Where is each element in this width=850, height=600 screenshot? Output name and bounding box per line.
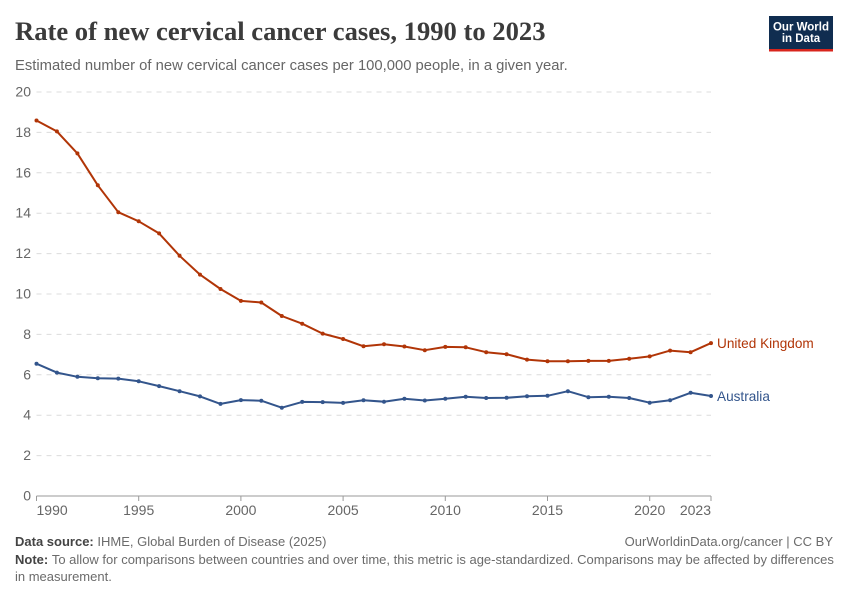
svg-text:2015: 2015	[532, 502, 563, 518]
svg-text:2023: 2023	[680, 502, 711, 518]
svg-text:Our World: Our World	[773, 22, 829, 34]
svg-text:10: 10	[15, 286, 31, 302]
svg-text:2: 2	[23, 447, 31, 463]
svg-text:in measurement.: in measurement.	[15, 569, 112, 584]
svg-text:6: 6	[23, 366, 31, 382]
svg-text:16: 16	[15, 164, 31, 180]
svg-text:12: 12	[15, 245, 31, 261]
svg-text:in Data: in Data	[782, 33, 821, 45]
svg-text:1990: 1990	[37, 502, 68, 518]
svg-text:18: 18	[15, 124, 31, 140]
svg-text:Data source: IHME, Global Burd: Data source: IHME, Global Burden of Dise…	[15, 534, 326, 549]
svg-text:Rate of new cervical cancer ca: Rate of new cervical cancer cases, 1990 …	[15, 16, 546, 46]
svg-text:2020: 2020	[634, 502, 665, 518]
svg-text:14: 14	[15, 205, 31, 221]
svg-text:4: 4	[23, 407, 31, 423]
svg-text:2000: 2000	[225, 502, 256, 518]
svg-text:0: 0	[23, 488, 31, 504]
svg-text:United Kingdom: United Kingdom	[717, 336, 814, 351]
svg-text:OurWorldinData.org/cancer | CC: OurWorldinData.org/cancer | CC BY	[625, 534, 834, 549]
svg-text:8: 8	[23, 326, 31, 342]
svg-text:Note: To allow for comparisons: Note: To allow for comparisons between c…	[15, 552, 834, 567]
svg-text:Australia: Australia	[717, 389, 770, 404]
svg-text:20: 20	[15, 84, 31, 100]
svg-text:2005: 2005	[328, 502, 359, 518]
svg-text:2010: 2010	[430, 502, 461, 518]
svg-text:1995: 1995	[123, 502, 154, 518]
svg-text:Estimated number of new cervic: Estimated number of new cervical cancer …	[15, 58, 568, 74]
